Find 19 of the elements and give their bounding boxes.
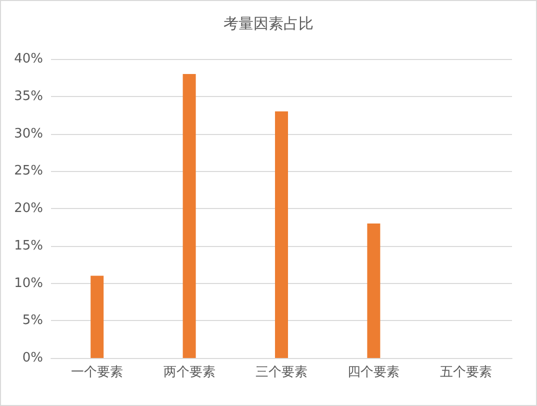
bar: [90, 276, 104, 358]
x-tick-label: 四个要素: [348, 365, 400, 380]
bar: [182, 74, 196, 358]
y-tick-label: 20%: [14, 201, 43, 216]
y-tick-label: 35%: [14, 88, 43, 104]
y-tick-label: 25%: [14, 164, 43, 179]
x-tick-label: 两个要素: [163, 365, 216, 380]
y-tick-label: 15%: [14, 238, 43, 254]
x-tick-label: 一个要素: [71, 365, 124, 380]
chart-title: 考量因素占比: [224, 14, 314, 32]
y-tick-label: 5%: [22, 313, 43, 328]
x-tick-label: 五个要素: [440, 365, 492, 380]
bar: [367, 223, 380, 358]
y-tick-label: 10%: [14, 276, 43, 291]
y-tick-label: 40%: [14, 52, 43, 66]
y-tick-label: 0%: [22, 350, 43, 366]
x-tick-label: 三个要素: [256, 365, 308, 380]
y-tick-label: 30%: [14, 126, 43, 142]
bar: [275, 111, 288, 358]
